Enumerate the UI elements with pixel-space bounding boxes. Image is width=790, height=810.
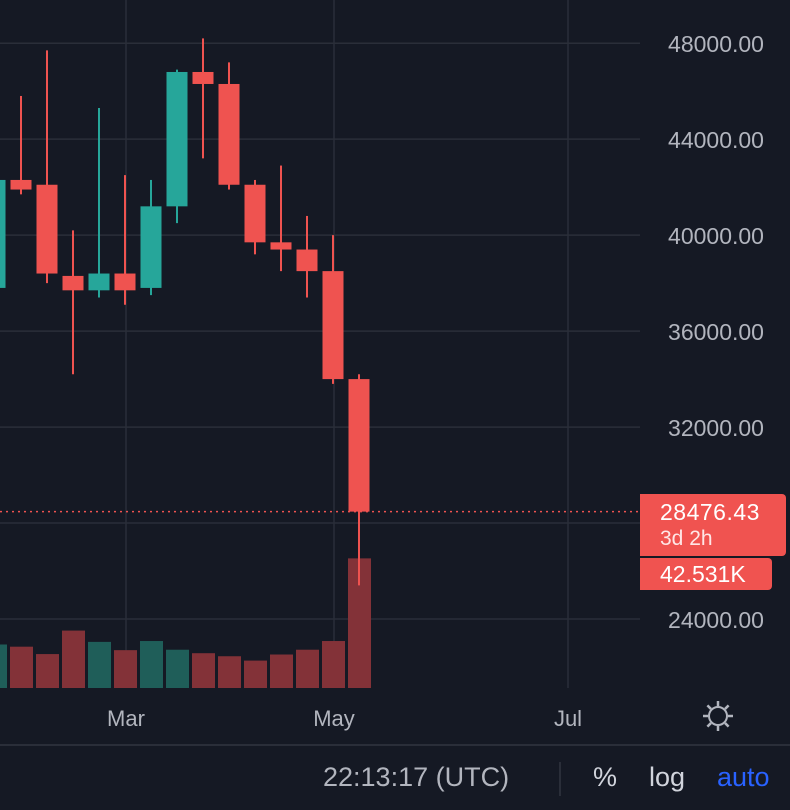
- y-tick-label: 24000.00: [668, 607, 764, 633]
- x-tick-label: Jul: [554, 706, 582, 731]
- candle-body: [166, 71, 188, 207]
- y-tick-label: 36000.00: [668, 319, 764, 345]
- candle-body: [10, 179, 32, 190]
- volume-bar: [244, 660, 267, 688]
- volume-bar: [296, 649, 319, 688]
- toolbar-separator: [559, 762, 561, 796]
- volume-bar: [270, 654, 293, 688]
- candle-body: [88, 273, 110, 291]
- candle-body: [192, 71, 214, 84]
- volume-bar: [0, 644, 7, 688]
- candle-body: [348, 379, 370, 512]
- candle-body: [296, 249, 318, 272]
- y-tick-label: 32000.00: [668, 415, 764, 441]
- y-tick-label: 44000.00: [668, 127, 764, 153]
- volume-bar: [88, 641, 111, 688]
- y-tick-label: 48000.00: [668, 31, 764, 57]
- volume-bar: [218, 656, 241, 688]
- candle-body: [114, 273, 136, 291]
- volume-bar: [10, 646, 33, 688]
- x-tick-label: Mar: [107, 706, 145, 731]
- candle-body: [140, 206, 162, 288]
- candlestick-chart[interactable]: 48000.00 44000.00 40000.00 36000.00 32000.00…: [0, 0, 790, 745]
- bottom-toolbar: 22:13:17 (UTC) % log auto: [0, 746, 790, 810]
- utc-clock[interactable]: 22:13:17 (UTC): [323, 762, 510, 792]
- bottom-divider: [0, 744, 790, 746]
- log-scale-button[interactable]: log: [649, 762, 686, 792]
- volume-bar: [348, 558, 371, 688]
- volume-bar: [140, 641, 163, 688]
- y-tick-label: 40000.00: [668, 223, 764, 249]
- auto-scale-button[interactable]: auto: [717, 762, 770, 792]
- percent-scale-button[interactable]: %: [593, 762, 618, 792]
- volume-bar: [36, 654, 59, 688]
- volume-bar: [322, 641, 345, 688]
- candle-body: [244, 184, 266, 243]
- candle-body: [270, 242, 292, 250]
- candle-body: [36, 184, 58, 274]
- candle-body: [218, 83, 240, 185]
- candle-countdown: 3d 2h: [660, 527, 713, 550]
- volume-bar: [166, 649, 189, 688]
- candle-body: [322, 271, 344, 380]
- current-price: 28476.43: [660, 499, 760, 525]
- volume-value: 42.531K: [660, 561, 746, 587]
- settings-gear-icon[interactable]: [703, 701, 733, 731]
- volume-bar: [62, 630, 85, 688]
- current-price-label: 28476.43 3d 2h: [640, 494, 786, 556]
- volume-bar: [114, 650, 137, 688]
- candle-body: [62, 275, 84, 291]
- volume-bar: [192, 653, 215, 688]
- candle-body: [0, 179, 6, 288]
- x-tick-label: May: [313, 706, 355, 731]
- volume-label: 42.531K: [640, 558, 772, 590]
